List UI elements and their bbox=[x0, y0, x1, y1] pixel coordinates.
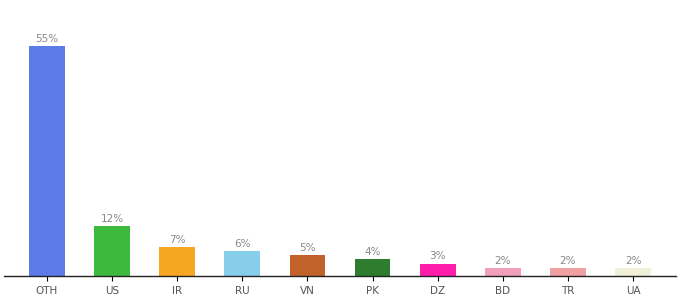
Text: 2%: 2% bbox=[560, 256, 576, 266]
Bar bbox=[290, 255, 325, 276]
Text: 12%: 12% bbox=[101, 214, 124, 224]
Text: 2%: 2% bbox=[625, 256, 641, 266]
Bar bbox=[159, 247, 195, 276]
Text: 7%: 7% bbox=[169, 235, 186, 245]
Text: 2%: 2% bbox=[494, 256, 511, 266]
Bar bbox=[550, 268, 586, 276]
Text: 6%: 6% bbox=[234, 239, 250, 249]
Text: 3%: 3% bbox=[430, 251, 446, 262]
Text: 4%: 4% bbox=[364, 247, 381, 257]
Bar bbox=[485, 268, 521, 276]
Bar bbox=[29, 46, 65, 276]
Bar bbox=[94, 226, 130, 276]
Bar bbox=[420, 264, 456, 276]
Bar bbox=[615, 268, 651, 276]
Text: 5%: 5% bbox=[299, 243, 316, 253]
Bar bbox=[355, 260, 390, 276]
Text: 55%: 55% bbox=[35, 34, 58, 44]
Bar bbox=[224, 251, 260, 276]
